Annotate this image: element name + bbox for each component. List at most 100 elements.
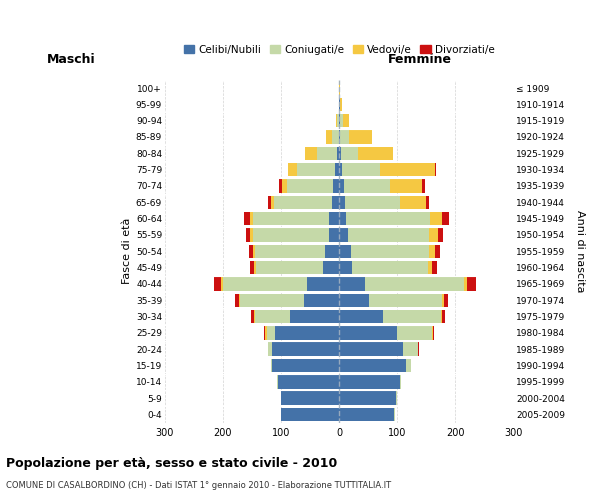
Bar — [251, 310, 254, 323]
Bar — [429, 244, 435, 258]
Bar — [290, 310, 339, 323]
Bar — [342, 163, 380, 176]
Bar — [442, 310, 445, 323]
Bar — [297, 163, 335, 176]
Bar — [271, 196, 274, 209]
Text: Popolazione per età, sesso e stato civile - 2010: Popolazione per età, sesso e stato civil… — [6, 458, 337, 470]
Bar — [344, 180, 391, 192]
Bar — [277, 375, 278, 388]
Bar — [435, 244, 440, 258]
Bar — [329, 212, 339, 226]
Bar — [245, 228, 250, 241]
Bar — [339, 408, 394, 421]
Bar — [403, 342, 418, 356]
Bar — [272, 359, 339, 372]
Bar — [253, 244, 255, 258]
Bar — [223, 277, 307, 290]
Bar — [339, 163, 342, 176]
Bar — [343, 114, 349, 128]
Bar — [282, 180, 287, 192]
Bar — [391, 180, 422, 192]
Bar — [326, 130, 332, 143]
Bar — [334, 180, 339, 192]
Bar — [256, 261, 323, 274]
Bar — [422, 180, 425, 192]
Bar — [332, 130, 338, 143]
Bar — [358, 146, 393, 160]
Bar — [280, 180, 282, 192]
Bar — [348, 228, 429, 241]
Bar — [214, 277, 221, 290]
Bar — [432, 326, 433, 340]
Bar — [241, 294, 304, 307]
Bar — [380, 163, 435, 176]
Bar — [339, 228, 348, 241]
Legend: Celibi/Nubili, Coniugati/e, Vedovi/e, Divorziati/e: Celibi/Nubili, Coniugati/e, Vedovi/e, Di… — [179, 40, 499, 59]
Bar — [339, 375, 400, 388]
Bar — [341, 146, 358, 160]
Bar — [339, 261, 352, 274]
Bar — [340, 130, 349, 143]
Bar — [339, 114, 340, 128]
Bar — [339, 180, 344, 192]
Bar — [339, 196, 345, 209]
Bar — [307, 277, 339, 290]
Bar — [442, 294, 444, 307]
Bar — [265, 326, 266, 340]
Bar — [250, 228, 253, 241]
Bar — [444, 294, 448, 307]
Bar — [335, 163, 339, 176]
Bar — [467, 277, 476, 290]
Bar — [281, 408, 339, 421]
Y-axis label: Fasce di età: Fasce di età — [122, 218, 131, 284]
Bar — [397, 326, 432, 340]
Bar — [255, 244, 325, 258]
Bar — [427, 196, 429, 209]
Bar — [400, 196, 427, 209]
Bar — [250, 261, 254, 274]
Bar — [370, 294, 442, 307]
Bar — [268, 342, 272, 356]
Bar — [351, 244, 429, 258]
Bar — [250, 212, 253, 226]
Bar — [329, 228, 339, 241]
Bar — [255, 310, 290, 323]
Bar — [275, 326, 339, 340]
Bar — [352, 261, 428, 274]
Bar — [323, 261, 339, 274]
Bar — [332, 196, 339, 209]
Bar — [442, 212, 449, 226]
Bar — [248, 244, 253, 258]
Bar — [266, 326, 275, 340]
Bar — [406, 359, 410, 372]
Bar — [271, 359, 272, 372]
Bar — [339, 359, 406, 372]
Bar — [340, 114, 343, 128]
Bar — [345, 196, 400, 209]
Bar — [304, 294, 339, 307]
Bar — [268, 196, 271, 209]
Bar — [433, 326, 434, 340]
Bar — [253, 228, 329, 241]
Bar — [339, 212, 346, 226]
Bar — [317, 146, 337, 160]
Bar — [274, 196, 332, 209]
Bar — [429, 228, 438, 241]
Bar — [349, 130, 373, 143]
Bar — [221, 277, 223, 290]
Bar — [281, 392, 339, 405]
Bar — [339, 310, 383, 323]
Bar — [340, 98, 341, 111]
Text: COMUNE DI CASALBORDINO (CH) - Dati ISTAT 1° gennaio 2010 - Elaborazione TUTTITAL: COMUNE DI CASALBORDINO (CH) - Dati ISTAT… — [6, 481, 391, 490]
Bar — [305, 146, 317, 160]
Bar — [435, 163, 436, 176]
Bar — [383, 310, 441, 323]
Bar — [339, 130, 340, 143]
Bar — [339, 342, 403, 356]
Bar — [239, 294, 241, 307]
Bar — [339, 294, 370, 307]
Bar — [325, 244, 339, 258]
Bar — [288, 163, 297, 176]
Bar — [346, 212, 430, 226]
Bar — [438, 228, 443, 241]
